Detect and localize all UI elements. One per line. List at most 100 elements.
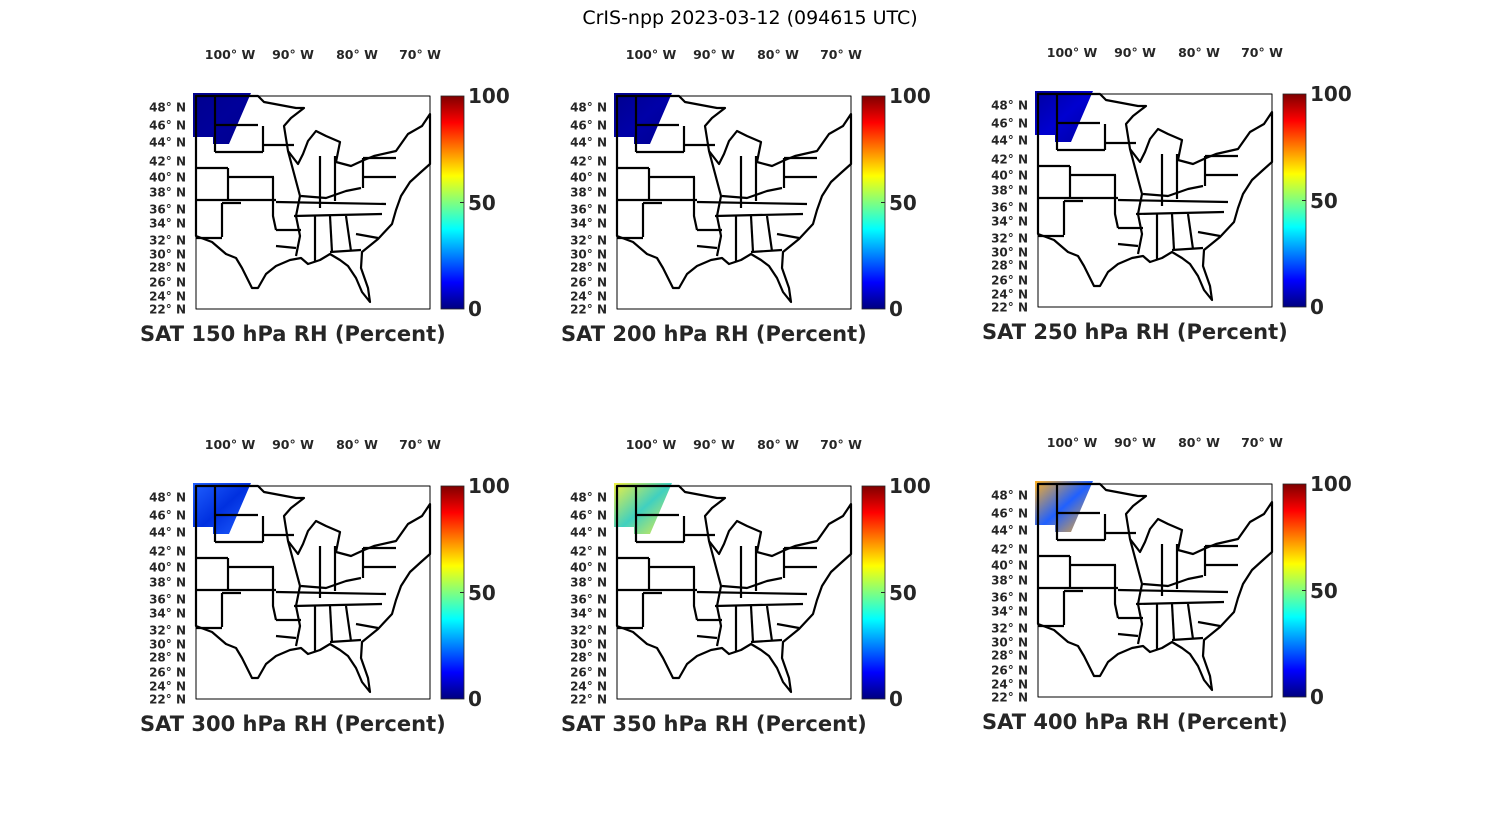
lat-tick-label: 26° N <box>991 273 1028 288</box>
lon-tick-label: 90° W <box>693 47 735 62</box>
state-border <box>275 200 387 206</box>
state-border <box>344 215 353 252</box>
state-border <box>749 215 755 253</box>
map-panel: 100° W 90° W 80° W 70° W 48° N 46° N 44° N 42° … <box>130 430 530 750</box>
state-border <box>271 177 278 231</box>
axes-frame <box>195 95 431 310</box>
colorbar-tick-label: 0 <box>1310 685 1324 709</box>
colorbar-tick-label: 0 <box>889 297 903 321</box>
colorbar-tick-label: 50 <box>889 580 917 605</box>
lat-tick-label: 30° N <box>149 247 186 262</box>
state-border <box>1142 574 1204 588</box>
state-border <box>271 567 278 621</box>
lat-tick-label: 46° N <box>570 118 607 133</box>
colorbar-tick-label: 50 <box>468 580 496 605</box>
map-panel: 100° W 90° W 80° W 70° W 48° N 46° N 44° N 42° … <box>972 38 1372 358</box>
state-border <box>328 605 334 643</box>
panel-title: SAT 300 hPa RH (Percent) <box>140 712 446 736</box>
state-border <box>355 622 379 630</box>
lon-tick-label: 100° W <box>625 47 677 62</box>
lat-tick-label: 48° N <box>570 490 607 505</box>
rh-swath <box>614 93 672 144</box>
lon-tick-label: 70° W <box>820 47 862 62</box>
lat-tick-label: 44° N <box>149 135 186 150</box>
state-border <box>1113 175 1120 229</box>
lat-tick-label: 34° N <box>991 604 1028 619</box>
lat-tick-label: 42° N <box>149 154 186 169</box>
state-border <box>1186 603 1195 640</box>
lat-tick-label: 46° N <box>991 116 1028 131</box>
lat-tick-label: 26° N <box>149 665 186 680</box>
lon-tick-label: 70° W <box>820 437 862 452</box>
lon-tick-label: 100° W <box>204 47 256 62</box>
lat-tick-label: 42° N <box>991 542 1028 557</box>
state-border <box>329 248 362 254</box>
lat-tick-label: 42° N <box>570 154 607 169</box>
lat-tick-label: 38° N <box>570 185 607 200</box>
colorbar-tick-label: 100 <box>468 474 510 498</box>
lat-tick-label: 44° N <box>570 525 607 540</box>
state-border <box>1135 210 1225 216</box>
lon-tick-label: 80° W <box>336 47 378 62</box>
state-border <box>707 150 723 257</box>
rh-swath <box>1035 481 1093 532</box>
lat-tick-label: 48° N <box>149 100 186 115</box>
lon-tick-label: 90° W <box>1114 435 1156 450</box>
state-border <box>286 150 302 257</box>
rh-swath <box>1035 91 1093 142</box>
state-border <box>1197 620 1221 628</box>
state-border <box>692 177 699 231</box>
lat-tick-label: 24° N <box>991 287 1028 302</box>
map-plot <box>193 483 465 700</box>
lat-tick-label: 38° N <box>570 575 607 590</box>
state-border <box>328 215 334 253</box>
colorbar-tick-label: 50 <box>1310 578 1338 603</box>
lat-tick-label: 42° N <box>991 152 1028 167</box>
state-border <box>1117 242 1139 248</box>
lat-tick-label: 46° N <box>149 118 186 133</box>
state-border <box>1197 230 1221 238</box>
lon-tick-label: 100° W <box>204 437 256 452</box>
lon-tick-label: 90° W <box>693 437 735 452</box>
lat-tick-label: 38° N <box>991 183 1028 198</box>
axes-frame <box>1037 93 1273 308</box>
us-outline <box>1036 482 1274 692</box>
lat-tick-label: 28° N <box>991 258 1028 273</box>
us-outline <box>1036 92 1274 302</box>
lat-tick-label: 24° N <box>149 289 186 304</box>
state-border <box>765 605 774 642</box>
state-border <box>750 248 783 254</box>
lat-tick-label: 40° N <box>991 558 1028 573</box>
lat-tick-label: 36° N <box>149 592 186 607</box>
colorbar-tick-label: 100 <box>889 474 931 498</box>
axes-frame <box>616 95 852 310</box>
state-border <box>300 576 362 590</box>
state-border <box>749 605 755 643</box>
lat-tick-label: 32° N <box>991 621 1028 636</box>
panel-title: SAT 250 hPa RH (Percent) <box>982 320 1288 344</box>
state-border <box>344 605 353 642</box>
lon-tick-label: 80° W <box>757 47 799 62</box>
rh-swath <box>614 483 672 534</box>
lat-tick-label: 46° N <box>991 506 1028 521</box>
state-border <box>293 602 383 608</box>
lon-tick-label: 100° W <box>1046 435 1098 450</box>
colorbar-tick-label: 0 <box>468 297 482 321</box>
state-border <box>1135 600 1225 606</box>
axes-frame <box>1037 483 1273 698</box>
lat-tick-label: 34° N <box>570 606 607 621</box>
axes-frame <box>195 485 431 700</box>
lon-tick-label: 80° W <box>1178 45 1220 60</box>
state-border <box>275 590 387 596</box>
lat-tick-label: 26° N <box>991 663 1028 678</box>
state-border <box>1117 588 1229 594</box>
lat-tick-label: 22° N <box>991 300 1028 315</box>
state-border <box>692 567 699 621</box>
state-border <box>275 244 297 250</box>
colorbar-tick-label: 0 <box>468 687 482 711</box>
lat-tick-label: 36° N <box>991 590 1028 605</box>
state-border <box>696 634 718 640</box>
lat-tick-label: 40° N <box>149 560 186 575</box>
state-border <box>1171 636 1204 642</box>
lat-tick-label: 26° N <box>149 275 186 290</box>
